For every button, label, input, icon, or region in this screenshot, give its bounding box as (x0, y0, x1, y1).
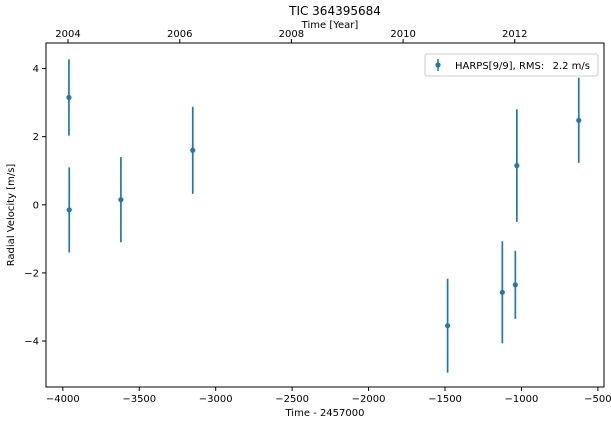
data-point (576, 117, 582, 123)
data-points (66, 59, 582, 373)
y-axis-left: −4 −2 0 2 4 (24, 64, 46, 348)
y-tick-label: 2 (33, 132, 39, 143)
data-point (118, 197, 124, 203)
legend: HARPS[9/9], RMS: 2.2 m/s (424, 53, 599, 77)
top-tick-label: 2008 (279, 29, 304, 40)
legend-series-name: HARPS[9/9], RMS: (455, 61, 544, 72)
y-tick-label: 0 (33, 200, 39, 211)
x-tick-label: −4000 (46, 394, 80, 405)
x-tick-label: −500 (584, 394, 611, 405)
data-point (512, 282, 518, 288)
x-tick-label: −1500 (428, 394, 462, 405)
data-point (190, 147, 196, 153)
legend-marker (435, 62, 441, 68)
plot-area (45, 42, 605, 388)
y-tick-label: −2 (24, 268, 39, 279)
x-tick-label: −3500 (122, 394, 156, 405)
legend-rms-value: 2.2 m/s (553, 61, 590, 72)
x-tick-label: −2000 (352, 394, 386, 405)
data-point (445, 323, 451, 329)
top-tick-label: 2012 (502, 29, 527, 40)
top-tick-label: 2004 (55, 29, 80, 40)
data-point (499, 289, 505, 295)
x-tick-label: −2500 (275, 394, 309, 405)
data-point (514, 163, 520, 169)
x-axis-bottom: −4000 −3500 −3000 −2500 −2000 −1500 −1000 −500 (46, 387, 611, 405)
legend-frame (424, 53, 599, 77)
chart-title: TIC 364395684 (288, 4, 381, 18)
x-tick-label: −3000 (199, 394, 233, 405)
top-tick-label: 2006 (167, 29, 192, 40)
y-axis-label: Radial Velocity [m/s] (6, 164, 17, 267)
x-axis-label: Time - 2457000 (285, 408, 365, 419)
x-axis-top: 2004 2006 2008 2010 2012 (55, 29, 527, 43)
data-point (66, 94, 72, 101)
top-axis-label: Time [Year] (301, 20, 359, 31)
y-tick-label: 4 (33, 64, 39, 75)
top-tick-label: 2010 (390, 29, 415, 40)
data-point (66, 207, 72, 213)
x-tick-label: −1000 (505, 394, 539, 405)
y-tick-label: −4 (24, 337, 39, 348)
